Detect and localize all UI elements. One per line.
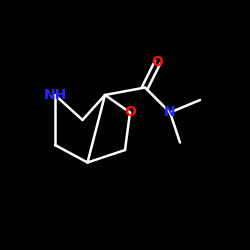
Text: O: O [124, 106, 136, 120]
Text: N: N [164, 106, 176, 120]
Text: NH: NH [44, 88, 66, 102]
Text: O: O [152, 56, 164, 70]
